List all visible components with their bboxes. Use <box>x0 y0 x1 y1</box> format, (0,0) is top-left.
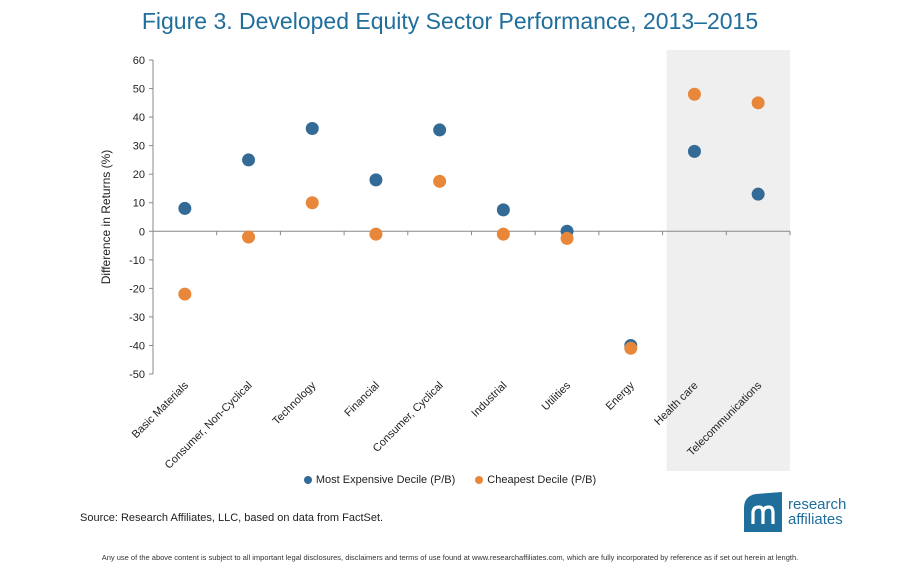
legend-label: Cheapest Decile (P/B) <box>487 474 597 486</box>
x-tick-label: Energy <box>604 379 637 412</box>
point-cheapest <box>624 341 638 355</box>
point-most-expensive <box>369 173 383 187</box>
y-axis-label: Difference in Returns (%) <box>99 150 113 285</box>
legend-item: Cheapest Decile (P/B) <box>475 474 596 486</box>
x-tick-label: Technology <box>271 379 319 427</box>
point-most-expensive <box>242 153 256 167</box>
x-tick-label: Financial <box>342 380 382 420</box>
point-most-expensive <box>496 203 510 217</box>
legend-item: Most Expensive Decile (P/B) <box>303 474 456 486</box>
source-note: Source: Research Affiliates, LLC, based … <box>80 512 384 524</box>
y-tick-label: -30 <box>129 312 145 324</box>
y-tick-label: 40 <box>133 112 145 124</box>
legend-marker <box>303 476 312 484</box>
point-cheapest <box>751 96 765 110</box>
point-cheapest <box>496 227 510 241</box>
point-cheapest <box>560 231 574 245</box>
y-tick-label: 50 <box>133 84 145 96</box>
scatter-chart: 60 50 40 30 20 10 0 -10 -20 -30 -40 -50 Basic Mater… <box>99 50 791 472</box>
point-cheapest <box>178 287 192 301</box>
point-most-expensive <box>687 144 701 158</box>
point-most-expensive <box>178 201 192 215</box>
data-points <box>178 87 765 355</box>
point-cheapest <box>369 227 383 241</box>
point-cheapest <box>687 87 701 101</box>
legend-marker <box>475 476 484 484</box>
y-tick-label: 10 <box>133 198 145 210</box>
logo-mark-icon <box>744 492 782 532</box>
research-affiliates-logo: research affiliates <box>744 492 846 532</box>
y-tick-label: 0 <box>139 226 145 238</box>
y-tick-label: -20 <box>129 283 145 295</box>
chart-title: Figure 3. Developed Equity Sector Perfor… <box>141 8 759 34</box>
x-tick-label: Consumer, Cyclical <box>371 380 446 455</box>
x-tick-label: Basic Materials <box>130 379 192 441</box>
point-most-expensive <box>751 187 765 201</box>
logo-text-line1: research <box>788 496 847 513</box>
x-tick-label: Utilities <box>540 379 574 413</box>
point-cheapest <box>305 196 319 210</box>
x-tick-label: Industrial <box>469 380 509 420</box>
point-cheapest <box>433 174 447 188</box>
legend: Most Expensive Decile (P/B) Cheapest Deci… <box>0 474 900 486</box>
y-tick-label: 60 <box>133 55 145 67</box>
disclaimer-note: Any use of the above content is subject … <box>101 553 799 562</box>
legend-label: Most Expensive Decile (P/B) <box>315 474 456 486</box>
highlight-shade <box>666 50 790 471</box>
y-tick-label: -50 <box>129 369 145 381</box>
y-tick-label: -10 <box>129 255 145 267</box>
point-most-expensive <box>433 123 447 137</box>
y-tick-label: 20 <box>133 169 145 181</box>
y-axis: 60 50 40 30 20 10 0 -10 -20 -30 -40 -50 <box>129 55 154 381</box>
logo-text-line2: affiliates <box>788 511 843 528</box>
y-tick-label: 30 <box>133 141 145 153</box>
y-tick-label: -40 <box>129 340 145 352</box>
point-cheapest <box>242 230 256 244</box>
point-most-expensive <box>305 122 319 136</box>
